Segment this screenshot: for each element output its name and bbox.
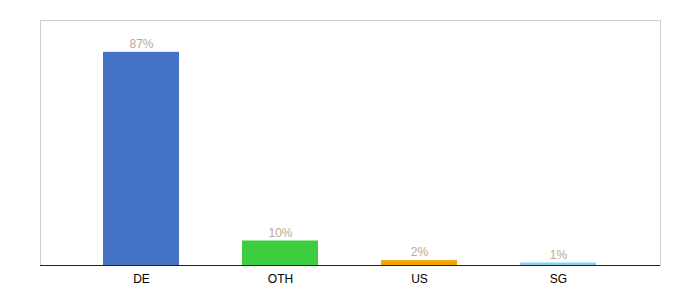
svg-text:OTH: OTH [268,272,293,286]
svg-text:SG: SG [550,272,567,286]
svg-text:10%: 10% [268,226,292,240]
svg-text:87%: 87% [129,37,153,51]
svg-text:2%: 2% [411,245,429,259]
svg-text:US: US [411,272,428,286]
svg-text:1%: 1% [550,248,568,262]
svg-text:DE: DE [133,272,150,286]
